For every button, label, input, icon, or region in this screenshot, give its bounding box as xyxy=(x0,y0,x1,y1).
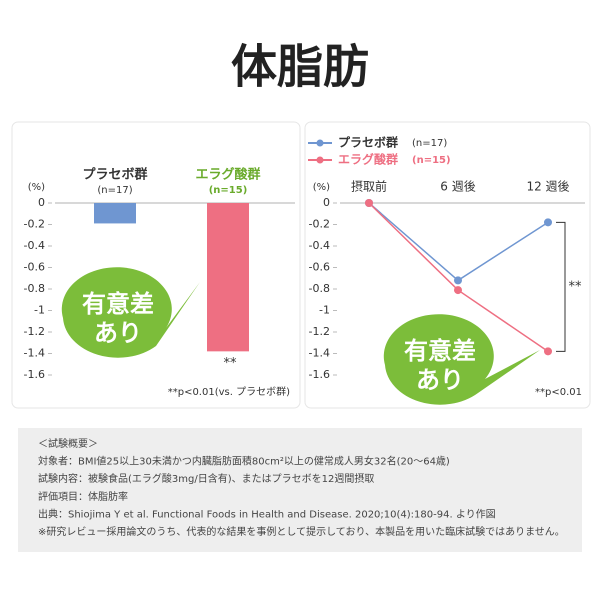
badge-text: 有意差 xyxy=(404,337,476,365)
y-tick-label: -1.4 xyxy=(309,347,330,360)
bar xyxy=(207,203,249,352)
note-line: ※研究レビュー採用論文のうち、代表的な結果を事例として提示しており、本製品を用い… xyxy=(38,525,565,538)
badge-shape xyxy=(383,314,540,405)
y-tick-label: -1.6 xyxy=(24,368,45,381)
y-tick-label: -0.2 xyxy=(309,218,330,231)
footnote: **p<0.01 xyxy=(535,387,582,398)
legend-note: (n=15) xyxy=(412,155,451,166)
y-tick-label: -0.4 xyxy=(309,239,330,252)
point xyxy=(365,199,373,207)
y-tick-label: -1 xyxy=(34,304,45,317)
y-tick-label: -0.8 xyxy=(309,282,330,295)
page-title: 体脂肪 xyxy=(231,40,369,94)
y-tick-label: -1.6 xyxy=(309,368,330,381)
note-box xyxy=(18,428,582,552)
category-note: (n=15) xyxy=(209,185,248,196)
annotation: ** xyxy=(224,356,238,371)
legend-marker xyxy=(316,139,324,147)
footnote: **p<0.01(vs. プラセボ群) xyxy=(168,385,290,398)
badge-shape xyxy=(61,267,201,358)
point xyxy=(454,286,462,295)
badge-text: あり xyxy=(416,366,464,394)
y-unit: (%) xyxy=(313,182,330,193)
y-unit: (%) xyxy=(28,182,45,193)
y-tick-label: -1.4 xyxy=(24,347,45,360)
y-tick-label: -0.6 xyxy=(309,261,330,274)
y-tick-label: -0.6 xyxy=(24,261,45,274)
legend-label: エラグ酸群 xyxy=(338,152,398,167)
badge-text: 有意差 xyxy=(82,290,154,318)
point xyxy=(544,218,552,227)
annotation: ** xyxy=(569,279,583,294)
legend-label: プラセボ群 xyxy=(338,135,398,150)
note-line: 評価項目：体脂肪率 xyxy=(38,490,128,503)
category-label: エラグ酸群 xyxy=(195,167,260,183)
y-tick-label: -1 xyxy=(319,304,330,317)
bar xyxy=(94,203,136,224)
point xyxy=(544,347,552,356)
category-label: プラセボ群 xyxy=(82,167,147,183)
category-label: 摂取前 xyxy=(351,179,387,194)
legend-note: (n=17) xyxy=(412,138,447,149)
note-line: 出典：Shiojima Y et al. Functional Foods in… xyxy=(38,507,496,520)
y-tick-label: -0.4 xyxy=(24,239,45,252)
legend-marker xyxy=(316,156,324,164)
bracket xyxy=(556,221,566,352)
category-label: 12 週後 xyxy=(526,180,569,194)
left-panel xyxy=(11,121,301,409)
y-tick-label: -0.2 xyxy=(24,218,45,231)
category-label: 6 週後 xyxy=(440,180,475,194)
note-line: 対象者：BMI値25以上30未満かつ内臓脂肪面積80cm²以上の健常成人男女32… xyxy=(38,455,450,468)
right-panel xyxy=(304,121,591,409)
y-tick-label: -1.2 xyxy=(309,325,330,338)
note-line: ＜試験概要＞ xyxy=(38,437,98,450)
y-tick-label: 0 xyxy=(38,196,45,209)
point xyxy=(454,276,462,285)
y-tick-label: 0 xyxy=(323,196,330,209)
y-tick-label: -0.8 xyxy=(24,282,45,295)
category-note: (n=17) xyxy=(97,185,132,196)
y-tick-label: -1.2 xyxy=(24,325,45,338)
badge-text: あり xyxy=(94,319,142,347)
note-line: 試験内容：被験食品(エラグ酸3mg/日含有)、またはプラセボを12週間摂取 xyxy=(38,472,374,485)
